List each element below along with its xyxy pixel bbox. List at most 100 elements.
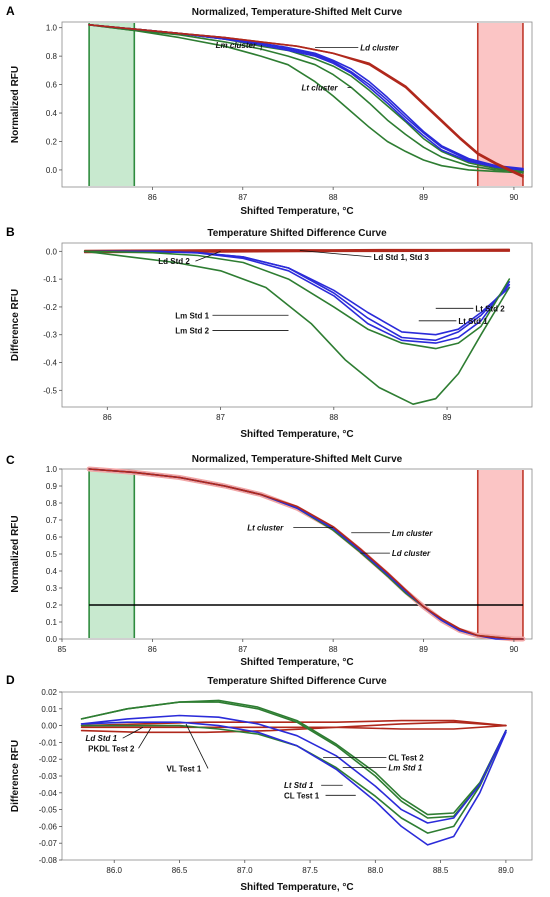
- panel-b: B Temperature Shifted Difference Curve 86 8…: [6, 225, 533, 440]
- y-tick-label: 0.0: [46, 166, 58, 175]
- series-line: [88, 24, 524, 177]
- annotation-leader: [260, 44, 263, 51]
- y-tick-label: -0.02: [39, 755, 58, 764]
- x-tick-label: 85: [58, 645, 67, 654]
- x-tick-label: 86.5: [172, 866, 188, 875]
- annotation-label: Lt Std 1: [458, 317, 488, 326]
- annotation-label: Ld Std 1: [86, 734, 118, 743]
- y-tick-label: 0.0: [46, 635, 58, 644]
- y-tick-label: 0.6: [46, 533, 58, 542]
- shaded-region: [477, 23, 523, 186]
- annotation-leader: [138, 727, 152, 749]
- x-tick-label: 86: [148, 193, 157, 202]
- annotation-label: CL Test 1: [284, 791, 320, 800]
- series-line: [83, 250, 511, 405]
- x-tick-label: 88.5: [433, 866, 449, 875]
- y-tick-label: -0.03: [39, 772, 58, 781]
- y-tick-label: 0.0: [46, 247, 58, 256]
- annotation-label: Lm Std 1: [388, 764, 422, 773]
- y-tick-label: 0.00: [41, 722, 57, 731]
- shaded-region: [89, 470, 135, 638]
- x-tick-label: 89: [419, 645, 428, 654]
- y-tick-label: 0.4: [46, 567, 58, 576]
- y-axis-label: Normalized RFU: [10, 515, 21, 592]
- chart-title: Temperature Shifted Difference Curve: [207, 676, 387, 687]
- annotation-label: Ld Std 1, Std 3: [373, 253, 429, 262]
- x-tick-label: 86: [103, 413, 112, 422]
- annotation-label: PKDL Test 2: [88, 744, 135, 753]
- x-axis-label: Shifted Temperature, °C: [240, 657, 353, 668]
- y-tick-label: -0.2: [43, 303, 57, 312]
- y-tick-label: 0.9: [46, 482, 58, 491]
- y-tick-label: 0.1: [46, 618, 58, 627]
- panel-letter: A: [6, 4, 15, 18]
- annotation-label: Ld cluster: [360, 44, 399, 53]
- series-line: [80, 699, 507, 816]
- annotation-leader: [299, 250, 372, 258]
- y-tick-label: -0.3: [43, 331, 57, 340]
- y-tick-label: 0.6: [46, 81, 58, 90]
- y-tick-label: 1.0: [46, 24, 58, 33]
- y-tick-label: -0.06: [39, 822, 58, 831]
- x-tick-label: 90: [509, 645, 518, 654]
- chart-title: Normalized, Temperature-Shifted Melt Cur…: [192, 454, 403, 465]
- y-tick-label: 0.5: [46, 550, 58, 559]
- x-tick-label: 87.0: [237, 866, 253, 875]
- annotation-label: Ld Std 2: [158, 257, 190, 266]
- shaded-region: [89, 23, 135, 186]
- y-axis-label: Difference RFU: [10, 289, 21, 361]
- series-line: [80, 714, 507, 824]
- y-tick-label: 0.01: [41, 705, 57, 714]
- x-tick-label: 88: [329, 413, 338, 422]
- series-line: [80, 724, 507, 730]
- annotation-leader: [185, 723, 209, 769]
- y-tick-label: -0.4: [43, 359, 57, 368]
- x-tick-label: 87: [216, 413, 225, 422]
- annotation-leader: [122, 726, 144, 739]
- y-tick-label: 0.2: [46, 137, 58, 146]
- series-line: [88, 24, 524, 174]
- y-tick-label: 0.8: [46, 52, 58, 61]
- y-tick-label: 0.8: [46, 499, 58, 508]
- series-line: [88, 468, 524, 640]
- x-tick-label: 88: [329, 645, 338, 654]
- y-tick-label: 0.7: [46, 516, 58, 525]
- series-line: [80, 724, 507, 834]
- x-tick-label: 87: [238, 645, 247, 654]
- x-tick-label: 90: [509, 193, 518, 202]
- panel-c: C Normalized, Temperature-Shifted Melt Cu…: [6, 453, 533, 668]
- annotation-label: Lt Std 1: [284, 781, 314, 790]
- x-axis-label: Shifted Temperature, °C: [240, 882, 353, 893]
- y-tick-label: 0.02: [41, 688, 57, 697]
- y-tick-label: -0.07: [39, 839, 58, 848]
- x-tick-label: 87: [238, 193, 247, 202]
- x-tick-label: 86: [148, 645, 157, 654]
- annotation-label: CL Test 2: [388, 754, 424, 763]
- x-axis-label: Shifted Temperature, °C: [240, 429, 353, 440]
- annotation-label: Lm Std 2: [175, 327, 209, 336]
- panel-letter: D: [6, 673, 15, 687]
- panel-a: A Normalized, Temperature-Shifted Melt Cu…: [6, 4, 533, 217]
- series-line: [83, 250, 511, 350]
- y-tick-label: -0.5: [43, 386, 57, 395]
- annotation-label: Lt Std 2: [475, 304, 505, 313]
- y-axis-label: Normalized RFU: [10, 66, 21, 143]
- annotation-label: Lm cluster: [216, 41, 257, 50]
- annotation-label: Lt cluster: [247, 524, 284, 533]
- plot-area: [61, 468, 533, 640]
- panel-letter: C: [6, 453, 15, 467]
- x-axis-label: Shifted Temperature, °C: [240, 206, 353, 217]
- x-tick-label: 88.0: [368, 866, 384, 875]
- y-tick-label: -0.04: [39, 789, 58, 798]
- annotation-label: Ld cluster: [392, 549, 431, 558]
- annotation-label: Lt cluster: [302, 83, 339, 92]
- y-tick-label: -0.1: [43, 275, 57, 284]
- y-tick-label: -0.05: [39, 806, 58, 815]
- series-line: [83, 250, 511, 344]
- y-axis-label: Difference RFU: [10, 740, 21, 812]
- y-tick-label: 0.4: [46, 109, 58, 118]
- y-tick-label: -0.08: [39, 856, 58, 865]
- chart-title: Normalized, Temperature-Shifted Melt Cur…: [192, 7, 403, 18]
- series-line: [80, 721, 507, 734]
